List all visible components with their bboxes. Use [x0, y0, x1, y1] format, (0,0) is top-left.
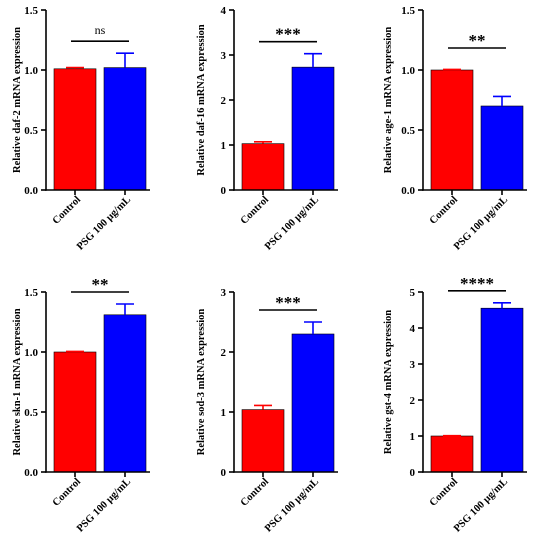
- bar-treatment: [103, 67, 147, 191]
- y-tick-label: 4: [410, 323, 416, 335]
- significance-label: ****: [460, 274, 494, 293]
- y-tick-label: 1.5: [401, 5, 415, 17]
- error-bar: [254, 141, 272, 144]
- bar-control: [241, 409, 285, 473]
- y-tick-label: 1.5: [24, 5, 38, 17]
- y-axis-title: Relative daf-2 mRNA expression: [12, 27, 23, 173]
- significance-label: ***: [275, 25, 301, 44]
- category-label-control: Control: [428, 476, 460, 508]
- y-tick-label: 5: [410, 287, 416, 299]
- error-bar: [254, 404, 272, 410]
- y-axis-title: Relative age-1 mRNA expression: [383, 27, 394, 174]
- y-axis-title: Relative sod-3 mRNA expression: [196, 309, 207, 456]
- category-label-treatment: PSG 100 μg/mL: [75, 194, 133, 252]
- category-label-control: Control: [239, 194, 271, 226]
- y-axis-title: Relative gst-4 mRNA expression: [383, 310, 394, 454]
- y-tick-label: 0: [410, 467, 416, 479]
- category-label-control: Control: [51, 194, 83, 226]
- error-bar: [443, 68, 461, 71]
- y-tick-label: 0.5: [401, 125, 415, 137]
- error-bar: [66, 350, 84, 353]
- y-tick-label: 2: [410, 395, 416, 407]
- category-label-control: Control: [51, 476, 83, 508]
- y-tick-label: 0.0: [401, 185, 415, 197]
- bar-control: [53, 351, 97, 473]
- y-tick-label: 1: [410, 431, 416, 443]
- error-bar: [304, 52, 322, 68]
- category-label-treatment: PSG 100 μg/mL: [263, 194, 321, 252]
- bar-treatment: [103, 314, 147, 473]
- y-tick-label: 1.0: [24, 65, 38, 77]
- error-bar: [116, 52, 134, 68]
- y-tick-label: 3: [410, 359, 416, 371]
- significance-label: ***: [275, 293, 301, 312]
- bar-treatment: [291, 66, 335, 191]
- y-axis-title: Relative skn-1 mRNA expression: [12, 308, 23, 455]
- y-tick-label: 0: [221, 467, 227, 479]
- y-tick-label: 0.5: [24, 407, 38, 419]
- y-axis-title: Relative daf-16 mRNA expression: [196, 24, 207, 175]
- category-label-treatment: PSG 100 μg/mL: [75, 476, 133, 534]
- error-bar: [116, 303, 134, 315]
- error-bar: [493, 95, 511, 106]
- category-label-treatment: PSG 100 μg/mL: [452, 194, 510, 252]
- bar-control: [430, 69, 474, 191]
- bar-treatment: [480, 307, 524, 473]
- bar-treatment: [291, 333, 335, 473]
- y-tick-label: 1.5: [24, 287, 38, 299]
- y-tick-label: 0.0: [24, 185, 38, 197]
- y-tick-label: 2: [221, 95, 227, 107]
- category-label-control: Control: [239, 476, 271, 508]
- category-label-treatment: PSG 100 μg/mL: [263, 476, 321, 534]
- error-bar: [304, 321, 322, 334]
- y-tick-label: 0: [221, 185, 227, 197]
- y-tick-label: 4: [221, 5, 227, 17]
- significance-label: **: [92, 275, 109, 294]
- y-tick-label: 3: [221, 287, 227, 299]
- bar-treatment: [480, 105, 524, 191]
- y-tick-label: 1: [221, 140, 227, 152]
- significance-label: **: [469, 31, 486, 50]
- bar-control: [430, 435, 474, 473]
- bar-control: [53, 68, 97, 191]
- y-tick-label: 3: [221, 50, 227, 62]
- error-bar: [66, 66, 84, 69]
- y-tick-label: 0.0: [24, 467, 38, 479]
- category-label-treatment: PSG 100 μg/mL: [452, 476, 510, 534]
- y-tick-label: 0.5: [24, 125, 38, 137]
- y-tick-label: 1.0: [24, 347, 38, 359]
- significance-label: ns: [95, 23, 106, 37]
- y-tick-label: 1: [221, 407, 227, 419]
- error-bar: [493, 301, 511, 309]
- bar-control: [241, 143, 285, 191]
- category-label-control: Control: [428, 194, 460, 226]
- y-tick-label: 1.0: [401, 65, 415, 77]
- y-tick-label: 2: [221, 347, 227, 359]
